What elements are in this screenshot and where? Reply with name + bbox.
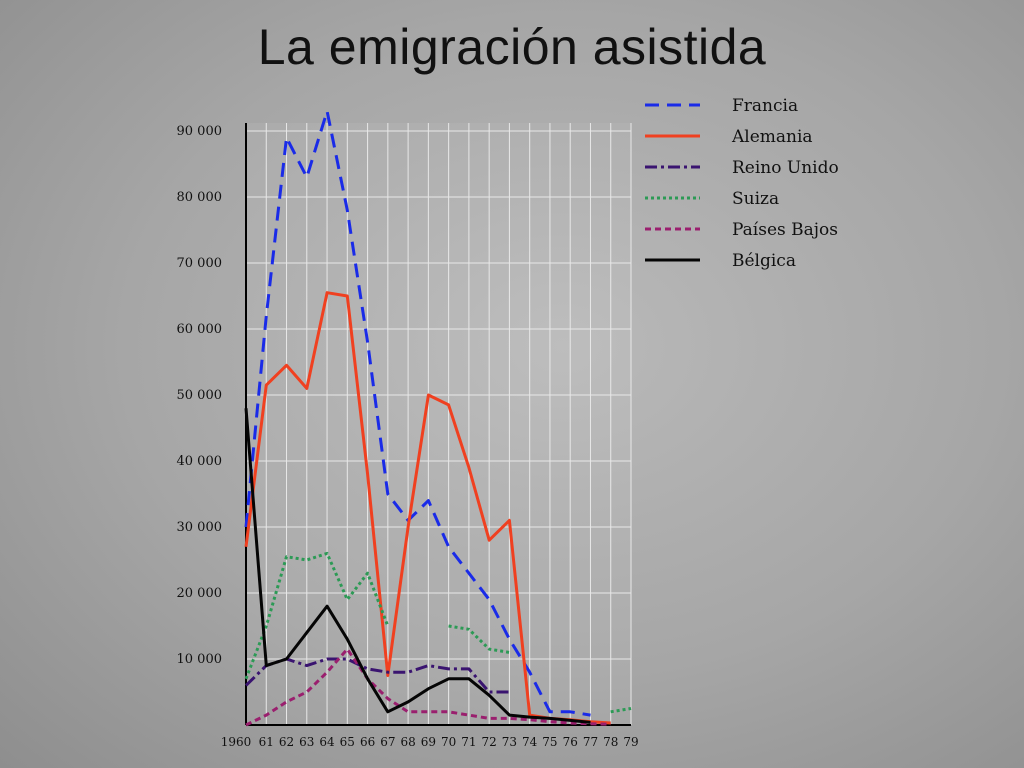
- legend-label: Francia: [732, 96, 798, 116]
- chart-legend: Francia Alemania Reino Unido Suiza Países Ba…: [645, 96, 839, 271]
- chart-grid: [245, 123, 632, 725]
- legend-item: Bélgica: [645, 251, 796, 271]
- chart-series: [244, 109, 632, 727]
- y-tick-label: 70 000: [177, 256, 223, 271]
- x-tick-label: 66: [360, 735, 375, 749]
- legend-label: Suiza: [732, 189, 779, 209]
- legend-item: Suiza: [645, 189, 779, 209]
- legend-item: Países Bajos: [645, 220, 838, 240]
- x-tick-label: 76: [563, 735, 578, 749]
- x-tick-label: 70: [441, 735, 456, 749]
- x-tick-label: 79: [623, 735, 638, 749]
- legend-item: Alemania: [645, 127, 813, 147]
- legend-item: Reino Unido: [645, 158, 839, 178]
- x-tick-label: 67: [380, 735, 395, 749]
- series-line: [244, 408, 591, 724]
- y-tick-label: 30 000: [177, 520, 223, 535]
- x-tick-label: 65: [340, 735, 355, 749]
- series-suiza: [244, 551, 632, 714]
- series-bélgica: [244, 408, 591, 724]
- legend-item: Francia: [645, 96, 798, 116]
- legend-label: Alemania: [731, 127, 813, 147]
- x-tick-label: 69: [421, 735, 436, 749]
- legend-label: Bélgica: [732, 251, 796, 271]
- series-reino-unido: [244, 657, 510, 694]
- x-tick-label: 64: [319, 735, 335, 749]
- slide-title: La emigración asistida: [257, 19, 767, 75]
- series-line: [244, 109, 591, 717]
- y-tick-label: 10 000: [177, 652, 223, 667]
- series-francia: [244, 109, 591, 717]
- x-tick-label: 73: [502, 735, 517, 749]
- x-tick-labels: 1960 61 62 63 64 65 66 67 68 69 70 71 72 73 74 75 76 77 78…: [221, 735, 639, 749]
- x-tick-label: 72: [482, 735, 497, 749]
- y-tick-label: 90 000: [177, 124, 223, 139]
- legend-label: Reino Unido: [732, 158, 839, 178]
- series-line: [244, 657, 510, 694]
- x-tick-label: 71: [461, 735, 476, 749]
- x-tick-label: 74: [522, 735, 538, 749]
- x-tick-label: 61: [259, 735, 274, 749]
- x-tick-label: 68: [400, 735, 415, 749]
- y-tick-labels: 10 000 20 000 30 000 40 000 50 000 60 000 70 0…: [177, 124, 223, 667]
- x-tick-label: 77: [583, 735, 598, 749]
- x-tick-label: 62: [279, 735, 294, 749]
- x-tick-label: 1960: [221, 735, 252, 749]
- x-tick-label: 75: [542, 735, 557, 749]
- x-tick-label: 63: [299, 735, 314, 749]
- plot-area: [246, 123, 631, 725]
- series-line: [244, 551, 390, 680]
- x-tick-label: 78: [603, 735, 618, 749]
- legend-label: Países Bajos: [732, 220, 838, 240]
- y-tick-label: 20 000: [177, 586, 223, 601]
- y-tick-label: 80 000: [177, 190, 223, 205]
- y-tick-label: 50 000: [177, 388, 223, 403]
- y-tick-label: 40 000: [177, 454, 223, 469]
- y-tick-label: 60 000: [177, 322, 223, 337]
